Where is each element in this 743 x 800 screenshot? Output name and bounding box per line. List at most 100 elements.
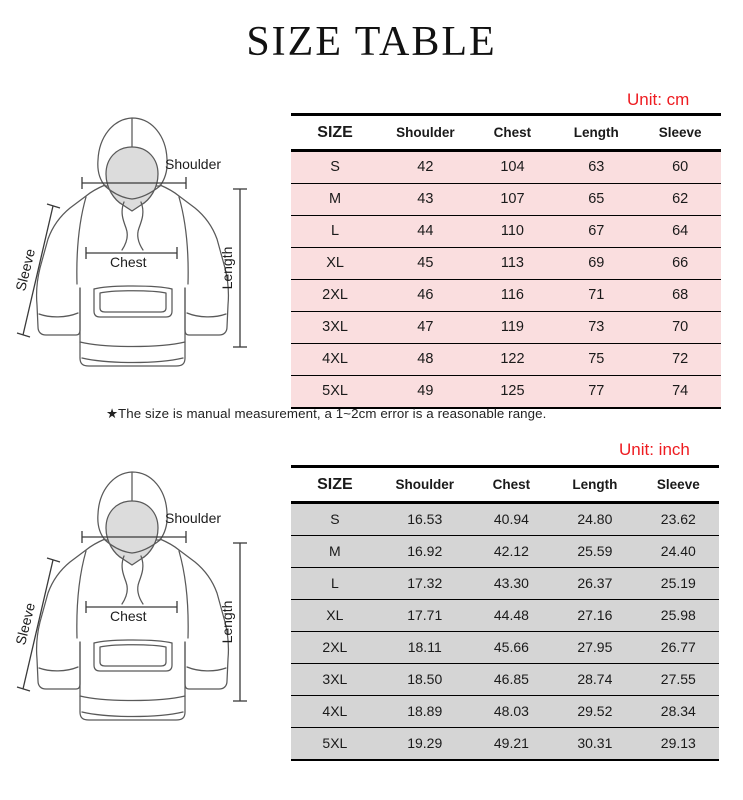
header-shoulder: Shoulder [379, 113, 472, 152]
table-row: 5XL 49 125 77 74 [291, 375, 721, 409]
cell-sleeve: 25.98 [637, 599, 719, 632]
cell-size: S [291, 502, 379, 536]
cell-length: 73 [553, 311, 640, 344]
cell-length: 30.31 [552, 727, 638, 761]
cell-length: 67 [553, 215, 640, 248]
table-row: 4XL 48 122 75 72 [291, 343, 721, 376]
header-sleeve: Sleeve [637, 465, 719, 504]
length-label: Length [219, 247, 235, 290]
cell-length: 69 [553, 247, 640, 280]
cell-sleeve: 25.19 [637, 567, 719, 600]
cell-shoulder: 17.71 [378, 599, 471, 632]
cell-shoulder: 49 [379, 375, 472, 409]
table-row: XL 17.71 44.48 27.16 25.98 [291, 599, 719, 632]
cell-sleeve: 62 [639, 183, 721, 216]
header-length: Length [552, 465, 638, 504]
cell-chest: 44.48 [470, 599, 553, 632]
cell-shoulder: 44 [379, 215, 472, 248]
cell-size: XL [291, 599, 379, 632]
header-chest: Chest [471, 113, 554, 152]
cell-sleeve: 64 [639, 215, 721, 248]
cell-shoulder: 45 [379, 247, 472, 280]
cell-length: 63 [553, 150, 640, 184]
cell-size: 2XL [291, 279, 380, 312]
cell-size: 3XL [291, 311, 380, 344]
table-row: 3XL 18.50 46.85 28.74 27.55 [291, 663, 719, 696]
hoodie-diagram-cm: Shoulder Chest Length Sleeve [10, 108, 278, 404]
cell-size: 3XL [291, 663, 379, 696]
measurement-note: ★The size is manual measurement, a 1~2cm… [106, 406, 547, 421]
cell-size: 4XL [291, 695, 379, 728]
cell-size: 5XL [291, 727, 379, 761]
header-chest: Chest [470, 465, 553, 504]
cell-chest: 45.66 [470, 631, 553, 664]
cell-chest: 48.03 [470, 695, 553, 728]
table-row: 2XL 18.11 45.66 27.95 26.77 [291, 631, 719, 664]
table-row: S 42 104 63 60 [291, 150, 721, 184]
cell-length: 29.52 [552, 695, 638, 728]
cell-sleeve: 60 [639, 150, 721, 184]
cell-chest: 43.30 [470, 567, 553, 600]
cell-sleeve: 66 [639, 247, 721, 280]
cell-length: 75 [553, 343, 640, 376]
cell-shoulder: 17.32 [378, 567, 471, 600]
shoulder-label: Shoulder [165, 156, 221, 172]
hoodie-diagram-inch: Shoulder Chest Length Sleeve [10, 462, 278, 758]
cell-shoulder: 48 [379, 343, 472, 376]
cell-length: 26.37 [552, 567, 638, 600]
cell-chest: 113 [471, 247, 554, 280]
header-sleeve: Sleeve [639, 113, 721, 152]
cell-chest: 122 [471, 343, 554, 376]
cell-sleeve: 68 [639, 279, 721, 312]
cell-chest: 104 [471, 150, 554, 184]
cell-length: 28.74 [552, 663, 638, 696]
unit-label-inch: Unit: inch [619, 440, 690, 459]
page-title: SIZE TABLE [246, 19, 497, 65]
cell-chest: 46.85 [470, 663, 553, 696]
cell-size: L [291, 215, 380, 248]
size-table-cm-wrapper: SIZE Shoulder Chest Length Sleeve S 42 104… [291, 113, 721, 409]
cell-chest: 42.12 [470, 535, 553, 568]
cell-sleeve: 23.62 [637, 502, 719, 536]
table-row: 3XL 47 119 73 70 [291, 311, 721, 344]
cell-shoulder: 18.11 [378, 631, 471, 664]
chest-label: Chest [110, 608, 147, 624]
size-table-inch: SIZE Shoulder Chest Length Sleeve S 16.53… [291, 465, 719, 761]
cell-shoulder: 42 [379, 150, 472, 184]
header-size: SIZE [291, 113, 380, 152]
table-header-row: SIZE Shoulder Chest Length Sleeve [291, 113, 721, 152]
cell-chest: 110 [471, 215, 554, 248]
cell-chest: 119 [471, 311, 554, 344]
cell-chest: 40.94 [470, 502, 553, 536]
cell-size: M [291, 183, 380, 216]
cell-sleeve: 72 [639, 343, 721, 376]
header-length: Length [553, 113, 640, 152]
cell-length: 65 [553, 183, 640, 216]
cell-chest: 107 [471, 183, 554, 216]
table-row: S 16.53 40.94 24.80 23.62 [291, 502, 719, 536]
cell-chest: 116 [471, 279, 554, 312]
table-row: XL 45 113 69 66 [291, 247, 721, 280]
cell-size: M [291, 535, 379, 568]
chest-label: Chest [110, 254, 147, 270]
table-row: M 43 107 65 62 [291, 183, 721, 216]
cell-shoulder: 18.89 [378, 695, 471, 728]
table-header-row: SIZE Shoulder Chest Length Sleeve [291, 465, 719, 504]
cell-chest: 49.21 [470, 727, 553, 761]
cell-length: 71 [553, 279, 640, 312]
cell-sleeve: 74 [639, 375, 721, 409]
cell-shoulder: 46 [379, 279, 472, 312]
shoulder-label: Shoulder [165, 510, 221, 526]
header-shoulder: Shoulder [378, 465, 471, 504]
cell-length: 77 [553, 375, 640, 409]
table-row: L 44 110 67 64 [291, 215, 721, 248]
size-table-inch-wrapper: SIZE Shoulder Chest Length Sleeve S 16.53… [291, 465, 719, 761]
cell-sleeve: 27.55 [637, 663, 719, 696]
cell-size: L [291, 567, 379, 600]
unit-label-cm: Unit: cm [627, 90, 690, 109]
cell-size: 2XL [291, 631, 379, 664]
cell-shoulder: 18.50 [378, 663, 471, 696]
length-label: Length [219, 601, 235, 644]
cell-sleeve: 24.40 [637, 535, 719, 568]
